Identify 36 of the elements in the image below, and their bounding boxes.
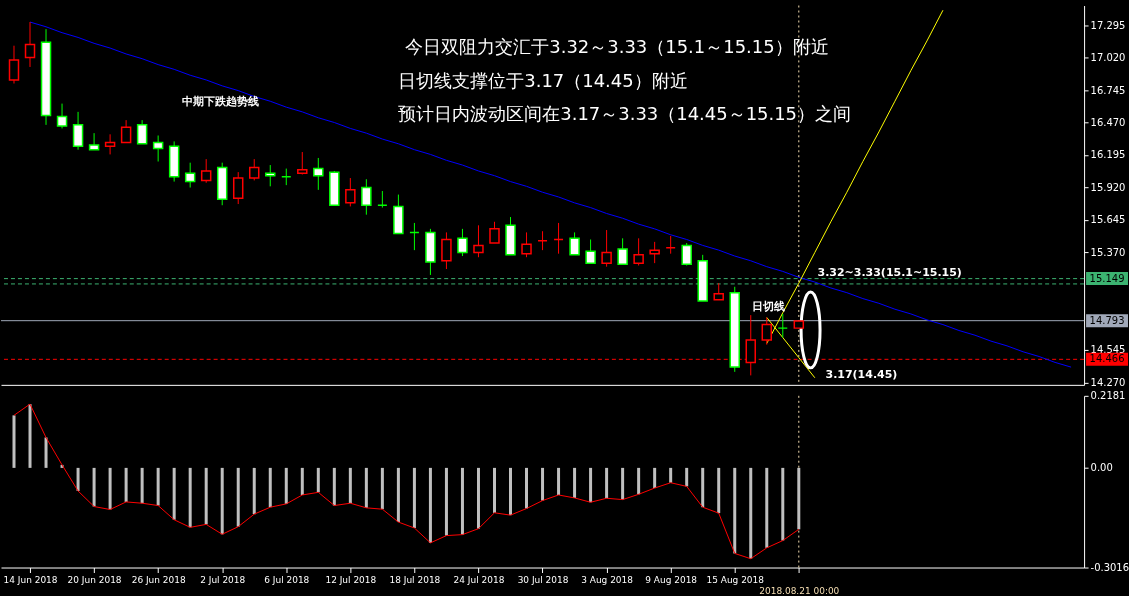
annotation: 3.32~3.33(15.1~15.15) [817, 266, 962, 280]
x-tick-label: 14 Jun 2018 [3, 575, 58, 585]
y-tick-label: 17.020 [1090, 52, 1126, 64]
x-tick-label: 26 Jun 2018 [131, 575, 186, 585]
y-tick-label: 0.00 [1090, 462, 1113, 474]
y-tick-label: 15.645 [1090, 214, 1126, 226]
y-tick-label: 16.470 [1090, 117, 1126, 128]
y-tick-label: 17.295 [1090, 19, 1126, 31]
x-tick-label: 20 Jun 2018 [67, 575, 122, 585]
y-tick-label: 14.270 [1090, 376, 1126, 388]
y-tick-label: 15.370 [1090, 246, 1126, 258]
x-tick-label: 30 Jul 2018 [517, 575, 569, 585]
ref-line-label: 15.149 [1089, 272, 1125, 284]
y-tick-label: 0.2181 [1090, 390, 1126, 402]
x-tick-label: 24 Jul 2018 [453, 575, 505, 585]
x-tick-label: 12 Jul 2018 [325, 575, 377, 585]
annotation: 今日双阻力交汇于3.32～3.33（15.1～15.15）附近 [405, 36, 829, 58]
y-tick-label: 16.745 [1090, 84, 1126, 96]
ref-line-label: 14.466 [1089, 353, 1125, 365]
y-tick-label: 14.545 [1090, 344, 1126, 356]
x-tick-label: 2 Jul 2018 [200, 575, 246, 585]
annotation: 日切线支撑位于3.17（14.45）附近 [398, 70, 688, 92]
x-tick-label: 6 Jul 2018 [264, 575, 310, 585]
annotation: 预计日内波动区间在3.17～3.33（14.45～15.15）之间 [398, 103, 852, 125]
series-label: 中期下跌趋势线 [181, 95, 259, 109]
x-tick-label: 15 Aug 2018 [706, 575, 765, 585]
y-tick-label: -0.3016 [1090, 562, 1129, 574]
x-tick-label: 3 Aug 2018 [581, 575, 634, 585]
annotation: 3.17(14.45) [825, 367, 898, 381]
x-tick-label: 18 Jul 2018 [389, 575, 441, 585]
x-tick-label: 9 Aug 2018 [645, 575, 698, 585]
y-tick-label: 15.920 [1090, 181, 1126, 193]
ref-line-label: 14.793 [1089, 314, 1125, 326]
y-tick-label: 16.195 [1090, 149, 1126, 161]
series-label: 日切线 [751, 299, 785, 313]
x-tick-label: 2018.08.21 00:00 [759, 585, 840, 596]
